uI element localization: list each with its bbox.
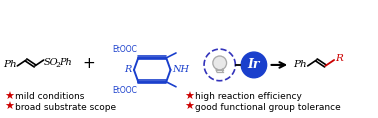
Text: Ph: Ph (293, 60, 307, 69)
Text: SO: SO (44, 58, 58, 67)
Text: R: R (335, 55, 343, 63)
Text: Ph: Ph (4, 60, 17, 69)
Text: mild conditions: mild conditions (15, 92, 85, 101)
Circle shape (213, 56, 226, 70)
Text: NH: NH (172, 65, 189, 74)
Text: high reaction efficiency: high reaction efficiency (195, 92, 302, 101)
Text: R: R (125, 65, 132, 74)
Text: good functional group tolerance: good functional group tolerance (195, 103, 341, 112)
Text: ★: ★ (5, 92, 15, 102)
Text: EtOOC: EtOOC (112, 86, 137, 95)
Text: ★: ★ (5, 102, 15, 112)
Text: Ph: Ph (59, 58, 72, 67)
Text: ★: ★ (184, 102, 195, 112)
Text: 2: 2 (56, 61, 61, 69)
Text: Ir: Ir (248, 58, 260, 71)
Text: broad substrate scope: broad substrate scope (15, 103, 116, 112)
Text: ★: ★ (184, 92, 195, 102)
Text: EtOOC: EtOOC (112, 45, 137, 54)
Text: +: + (82, 56, 95, 71)
Circle shape (241, 52, 266, 78)
